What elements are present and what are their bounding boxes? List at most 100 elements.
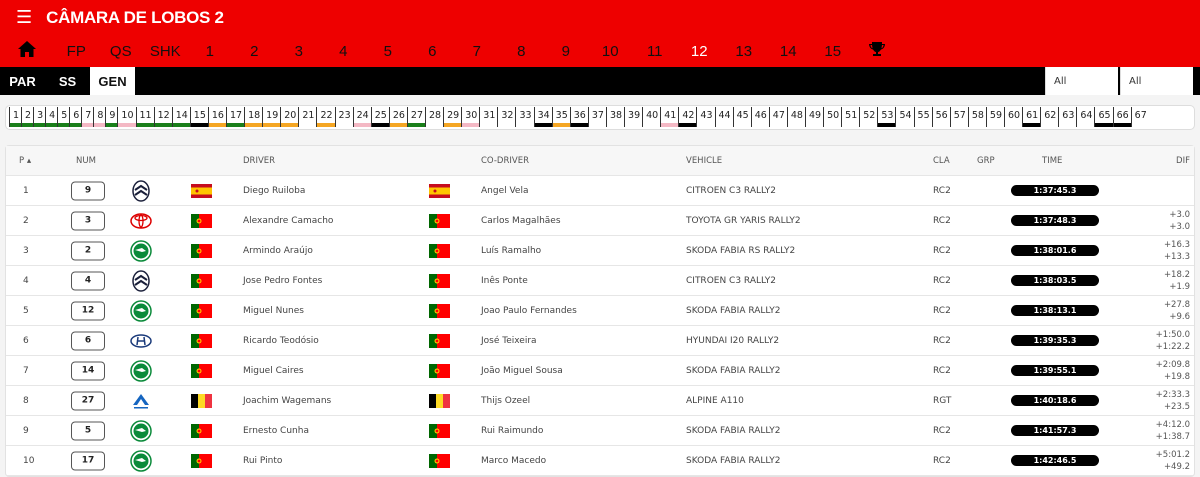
col-codriver[interactable]: CO-DRIVER bbox=[481, 155, 529, 166]
stage-8[interactable]: 8 bbox=[93, 107, 106, 127]
stage-26[interactable]: 26 bbox=[388, 107, 407, 127]
stage-48[interactable]: 48 bbox=[786, 107, 805, 127]
stage-38[interactable]: 38 bbox=[605, 107, 624, 127]
nav-item-4[interactable]: 4 bbox=[339, 42, 348, 60]
stage-5[interactable]: 5 bbox=[57, 107, 70, 127]
stage-42[interactable]: 42 bbox=[678, 107, 697, 127]
nav-item-6[interactable]: 6 bbox=[428, 42, 437, 60]
stage-40[interactable]: 40 bbox=[642, 107, 660, 127]
driver-name[interactable]: Ernesto Cunha bbox=[243, 425, 309, 436]
stage-65[interactable]: 65 bbox=[1094, 107, 1113, 127]
stage-10[interactable]: 10 bbox=[117, 107, 136, 127]
stage-31[interactable]: 31 bbox=[479, 107, 497, 127]
codriver-name[interactable]: Carlos Magalhães bbox=[481, 215, 561, 226]
stage-39[interactable]: 39 bbox=[624, 107, 642, 127]
stage-32[interactable]: 32 bbox=[497, 107, 515, 127]
tab-gen[interactable]: GEN bbox=[90, 67, 135, 95]
stage-30[interactable]: 30 bbox=[461, 107, 480, 127]
nav-item-10[interactable]: 10 bbox=[601, 42, 619, 60]
nav-item-15[interactable]: 15 bbox=[824, 42, 842, 60]
codriver-name[interactable]: Angel Vela bbox=[481, 185, 529, 196]
stage-22[interactable]: 22 bbox=[316, 107, 335, 127]
nav-item-12[interactable]: 12 bbox=[690, 42, 708, 60]
stage-20[interactable]: 20 bbox=[280, 107, 299, 127]
stage-56[interactable]: 56 bbox=[931, 107, 950, 127]
driver-name[interactable]: Jose Pedro Fontes bbox=[243, 275, 323, 286]
stage-36[interactable]: 36 bbox=[569, 107, 588, 127]
driver-name[interactable]: Miguel Caires bbox=[243, 365, 304, 376]
col-time[interactable]: TIME bbox=[1042, 155, 1063, 166]
stage-59[interactable]: 59 bbox=[985, 107, 1004, 127]
stage-66[interactable]: 66 bbox=[1112, 107, 1131, 127]
stage-67[interactable]: 67 bbox=[1130, 107, 1149, 127]
tab-par[interactable]: PAR bbox=[9, 73, 36, 89]
stage-61[interactable]: 61 bbox=[1022, 107, 1041, 127]
nav-item-9[interactable]: 9 bbox=[561, 42, 570, 60]
stage-7[interactable]: 7 bbox=[81, 107, 94, 127]
stage-58[interactable]: 58 bbox=[967, 107, 986, 127]
stage-6[interactable]: 6 bbox=[69, 107, 82, 127]
stage-1[interactable]: 1 bbox=[9, 107, 22, 127]
table-row[interactable]: 7 14 Miguel Caires João Miguel Sousa SKODA F… bbox=[6, 356, 1194, 386]
nav-item-11[interactable]: 11 bbox=[646, 42, 663, 60]
driver-name[interactable]: Miguel Nunes bbox=[243, 305, 304, 316]
driver-name[interactable]: Ricardo Teodósio bbox=[243, 335, 319, 346]
stage-41[interactable]: 41 bbox=[660, 107, 679, 127]
stage-4[interactable]: 4 bbox=[45, 107, 58, 127]
stage-9[interactable]: 9 bbox=[105, 107, 118, 127]
stage-21[interactable]: 21 bbox=[298, 107, 316, 127]
stage-16[interactable]: 16 bbox=[207, 107, 226, 127]
stage-29[interactable]: 29 bbox=[443, 107, 462, 127]
tab-ss[interactable]: SS bbox=[58, 73, 77, 89]
stage-51[interactable]: 51 bbox=[841, 107, 859, 127]
stage-18[interactable]: 18 bbox=[244, 107, 263, 127]
stage-46[interactable]: 46 bbox=[750, 107, 769, 127]
driver-name[interactable]: Armindo Araújo bbox=[243, 245, 313, 256]
stage-3[interactable]: 3 bbox=[33, 107, 46, 127]
nav-item-14[interactable]: 14 bbox=[779, 42, 797, 60]
stage-63[interactable]: 63 bbox=[1058, 107, 1076, 127]
nav-item-8[interactable]: 8 bbox=[517, 42, 526, 60]
stage-44[interactable]: 44 bbox=[714, 107, 733, 127]
nav-item-shk[interactable]: SHK bbox=[149, 42, 181, 60]
stage-27[interactable]: 27 bbox=[406, 107, 426, 127]
stage-52[interactable]: 52 bbox=[859, 107, 877, 127]
nav-item-13[interactable]: 13 bbox=[735, 42, 753, 60]
stage-33[interactable]: 33 bbox=[515, 107, 533, 127]
nav-item-5[interactable]: 5 bbox=[383, 42, 392, 60]
nav-item-2[interactable]: 2 bbox=[250, 42, 259, 60]
nav-item-fp[interactable]: FP bbox=[66, 42, 86, 60]
stage-11[interactable]: 11 bbox=[135, 107, 154, 127]
stage-35[interactable]: 35 bbox=[551, 107, 570, 127]
stage-24[interactable]: 24 bbox=[352, 107, 371, 127]
table-row[interactable]: 5 12 Miguel Nunes Joao Paulo Fernandes SKODA… bbox=[6, 296, 1194, 326]
stage-64[interactable]: 64 bbox=[1076, 107, 1094, 127]
stage-43[interactable]: 43 bbox=[696, 107, 714, 127]
codriver-name[interactable]: Thijs Ozeel bbox=[481, 395, 531, 406]
col-p[interactable]: P ▴ bbox=[19, 155, 32, 166]
table-row[interactable]: 10 17 Rui Pinto Marco Macedo SKODA FABIA RAL… bbox=[6, 446, 1194, 476]
table-row[interactable]: 4 4 Jose Pedro Fontes Inês Ponte CITROEN C3 … bbox=[6, 266, 1194, 296]
stage-50[interactable]: 50 bbox=[823, 107, 841, 127]
col-cla[interactable]: CLA bbox=[933, 155, 950, 166]
col-grp[interactable]: GRP bbox=[977, 155, 995, 166]
stage-60[interactable]: 60 bbox=[1004, 107, 1022, 127]
hamburger-icon[interactable]: ☰ bbox=[16, 7, 33, 28]
trophy-icon[interactable] bbox=[855, 41, 900, 61]
nav-item-7[interactable]: 7 bbox=[472, 42, 481, 60]
home-icon[interactable] bbox=[18, 41, 40, 61]
col-dif[interactable]: DIF bbox=[1176, 155, 1190, 166]
codriver-name[interactable]: Joao Paulo Fernandes bbox=[481, 305, 577, 316]
stage-49[interactable]: 49 bbox=[804, 107, 823, 127]
col-num[interactable]: NUM bbox=[76, 155, 96, 166]
stage-53[interactable]: 53 bbox=[877, 107, 896, 127]
table-row[interactable]: 9 5 Ernesto Cunha Rui Raimundo SKODA FABIA R… bbox=[6, 416, 1194, 446]
driver-name[interactable]: Alexandre Camacho bbox=[243, 215, 334, 226]
stage-19[interactable]: 19 bbox=[262, 107, 281, 127]
stage-55[interactable]: 55 bbox=[913, 107, 932, 127]
stage-23[interactable]: 23 bbox=[334, 107, 353, 127]
stage-47[interactable]: 47 bbox=[768, 107, 787, 127]
stage-28[interactable]: 28 bbox=[425, 107, 443, 127]
stage-25[interactable]: 25 bbox=[370, 107, 389, 127]
nav-item-3[interactable]: 3 bbox=[294, 42, 303, 60]
